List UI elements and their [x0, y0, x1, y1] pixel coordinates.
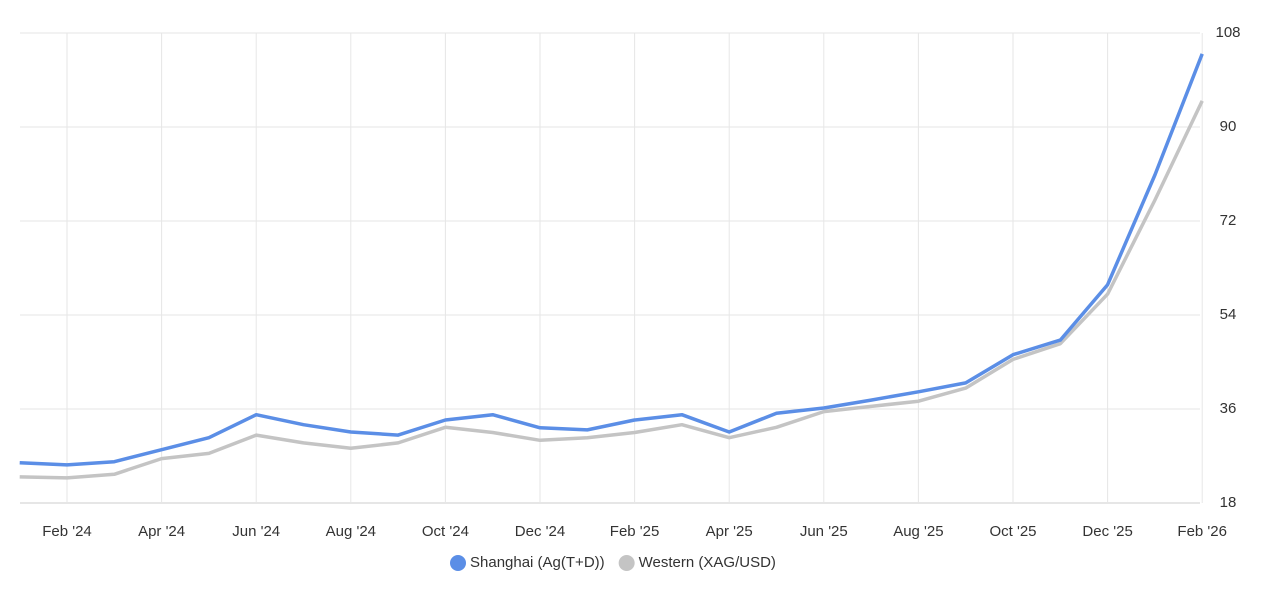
y-tick-label: 108 — [1215, 24, 1240, 41]
x-tick-label: Feb '25 — [610, 523, 660, 540]
y-tick-label: 54 — [1220, 306, 1237, 323]
x-tick-label: Dec '25 — [1082, 523, 1132, 540]
x-tick-label: Oct '24 — [422, 523, 469, 540]
legend-label: Shanghai (Ag(T+D)) — [470, 554, 605, 571]
legend-marker — [450, 555, 466, 571]
x-tick-label: Apr '25 — [706, 523, 753, 540]
y-tick-label: 36 — [1220, 400, 1237, 417]
x-tick-label: Apr '24 — [138, 523, 185, 540]
series-line — [19, 53, 1204, 467]
x-tick-label: Jun '24 — [232, 523, 280, 540]
legend: Shanghai (Ag(T+D)) Western (XAG/USD) — [450, 554, 776, 571]
legend-marker — [618, 555, 635, 571]
x-tick-label: Oct '25 — [989, 523, 1036, 540]
x-tick-label: Feb '26 — [1177, 523, 1227, 540]
x-tick-label: Aug '25 — [893, 523, 943, 540]
x-tick-label: Aug '24 — [326, 523, 376, 540]
legend-label: Western (XAG/USD) — [639, 554, 776, 571]
x-tick-label: Feb '24 — [42, 523, 92, 540]
y-tick-label: 18 — [1220, 494, 1237, 511]
series-line — [19, 100, 1204, 480]
y-tick-label: 72 — [1220, 212, 1237, 229]
x-tick-label: Jun '25 — [800, 523, 848, 540]
y-tick-label: 90 — [1220, 118, 1237, 135]
x-tick-label: Dec '24 — [515, 523, 565, 540]
